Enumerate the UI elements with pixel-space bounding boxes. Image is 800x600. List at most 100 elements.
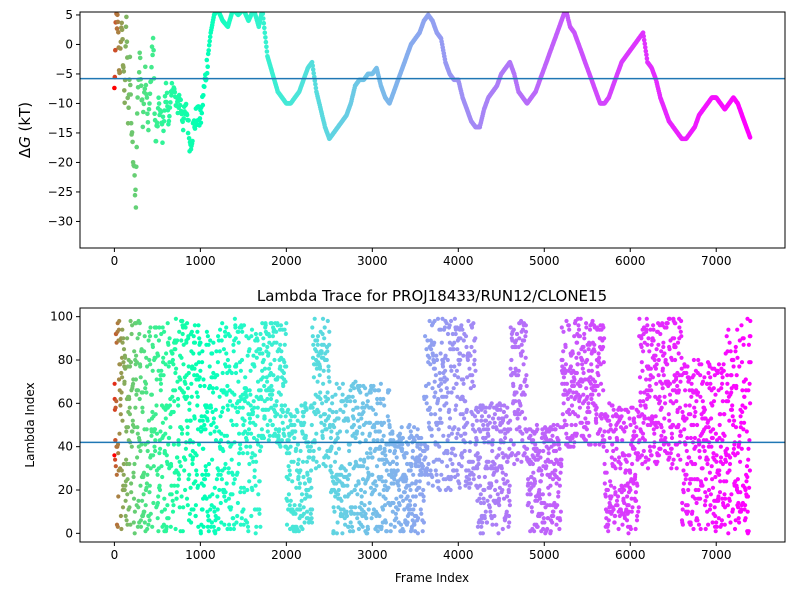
lambda-trace-point: [447, 425, 452, 430]
lambda-trace-point: [144, 355, 149, 360]
lambda-trace-point: [368, 451, 373, 456]
lambda-trace-point: [298, 468, 303, 473]
lambda-trace-point: [584, 325, 589, 330]
dg-trace-point: [152, 111, 157, 116]
lambda-trace-point: [308, 448, 313, 454]
lambda-trace-point: [280, 409, 285, 415]
lambda-trace-point: [245, 524, 251, 529]
lambda-trace-point: [164, 524, 169, 529]
lambda-trace-point: [711, 427, 716, 432]
lambda-trace-point: [454, 381, 459, 386]
dg-trace-point: [113, 47, 118, 53]
lambda-trace-point: [192, 373, 197, 378]
lambda-trace-point: [199, 429, 204, 434]
lambda-trace-point: [523, 323, 529, 328]
lambda-trace-point: [363, 420, 369, 425]
lambda-trace-point: [737, 520, 742, 525]
dg-trace-point: [130, 139, 135, 145]
lambda-trace-point: [476, 409, 481, 415]
lambda-trace-point: [515, 416, 520, 421]
lambda-trace-point: [306, 487, 311, 493]
lambda-trace-point: [631, 481, 636, 486]
dg-trace-point: [119, 20, 124, 26]
lambda-trace-point: [405, 520, 410, 525]
lambda-trace-point: [567, 412, 572, 417]
lambda-trace-point: [210, 492, 215, 497]
lambda-trace-point: [201, 446, 206, 451]
lambda-trace-point: [720, 381, 725, 386]
lambda-trace-point: [165, 321, 170, 326]
lambda-trace-point: [203, 468, 209, 473]
lambda-trace-point: [387, 388, 392, 393]
lambda-trace-point: [335, 520, 340, 525]
dg-trace-point: [184, 112, 190, 118]
lambda-trace-point: [407, 422, 412, 428]
lambda-trace-point: [473, 368, 478, 373]
lambda-trace-point: [168, 524, 173, 529]
lambda-trace-point: [130, 323, 135, 328]
lambda-trace-point: [475, 451, 480, 456]
lambda-trace-point: [151, 453, 156, 458]
lambda-trace-point: [726, 327, 731, 332]
lambda-trace-point: [551, 422, 556, 428]
lambda-trace-point: [258, 347, 263, 352]
lambda-trace-point: [397, 487, 402, 493]
lambda-trace-point: [322, 336, 327, 341]
lambda-trace-point: [359, 494, 364, 499]
lambda-trace-point: [375, 438, 380, 443]
dg-trace-point: [141, 109, 146, 115]
lambda-trace-point: [396, 483, 401, 488]
lambda-trace-point: [652, 357, 657, 363]
lambda-trace-point: [358, 383, 363, 389]
dg-trace-point: [190, 138, 195, 144]
lambda-trace-point: [327, 329, 332, 334]
lambda-trace-point: [318, 414, 323, 419]
lambda-trace-point: [166, 364, 171, 369]
lambda-trace-point: [187, 472, 192, 477]
lambda-trace-point: [382, 448, 387, 454]
lambda-trace-point: [357, 425, 362, 430]
dg-trace-point: [309, 59, 315, 65]
lambda-trace-point: [412, 503, 418, 508]
lambda-trace-point: [488, 494, 493, 499]
lambda-trace-point: [266, 407, 271, 412]
lambda-trace-point: [640, 431, 646, 436]
lambda-trace-point: [622, 500, 627, 506]
lambda-trace-point: [571, 390, 576, 395]
lambda-trace-point: [581, 392, 586, 397]
lambda-trace-point: [238, 442, 243, 447]
lambda-trace-point: [303, 433, 308, 438]
lambda-trace-point: [556, 494, 561, 499]
lambda-trace-point: [394, 516, 399, 521]
lambda-trace-point: [473, 442, 478, 447]
lambda-trace-point: [450, 331, 455, 337]
lambda-trace-point: [334, 481, 339, 486]
lambda-trace-point: [155, 472, 160, 477]
dg-x-tick-label: 4000: [443, 254, 474, 268]
lambda-trace-point: [127, 364, 133, 369]
lambda-trace-point: [455, 472, 460, 477]
lambda-trace-point: [265, 344, 270, 350]
lambda-trace-point: [698, 496, 703, 501]
lambda-trace-point: [121, 461, 126, 467]
dg-trace-point: [206, 43, 212, 48]
lambda-trace-point: [703, 498, 708, 503]
lambda-trace-point: [711, 451, 716, 456]
lambda-trace-point: [226, 470, 231, 475]
lambda-trace-point: [222, 466, 227, 471]
lambda-trace-point: [700, 483, 705, 488]
lambda-trace-point: [304, 407, 309, 412]
lambda-trace-point: [218, 500, 223, 506]
lambda-trace-point: [302, 420, 307, 425]
dg-y-axis-label: ΔG (kT): [16, 102, 34, 158]
lambda-trace-point: [274, 329, 279, 334]
lambda-trace-point: [570, 435, 575, 441]
lambda-trace-point: [717, 422, 722, 428]
lambda-trace-point: [258, 331, 263, 337]
lambda-y-tick-label: 100: [50, 310, 73, 324]
lambda-trace-point: [620, 438, 625, 443]
lambda-trace-point: [270, 334, 275, 339]
lambda-trace-point: [712, 505, 717, 510]
lambda-trace-point: [152, 444, 157, 449]
